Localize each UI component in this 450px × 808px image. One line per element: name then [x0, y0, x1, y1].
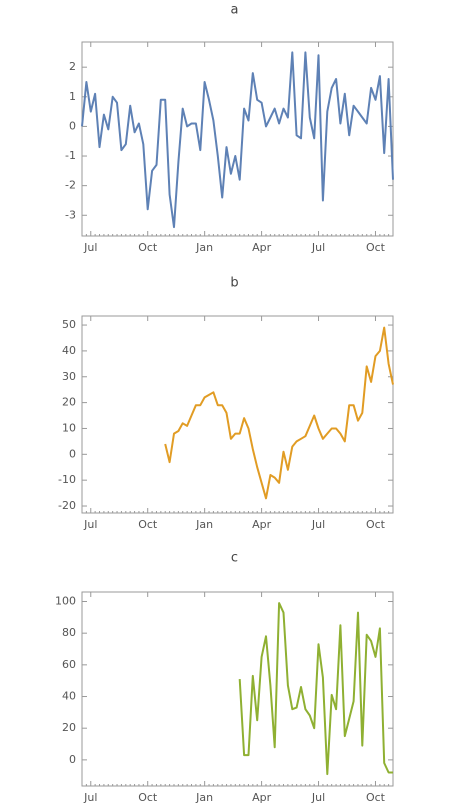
x-tick-label: Oct — [366, 518, 386, 531]
x-tick-label: Jan — [195, 241, 213, 254]
x-tick-label: Jul — [83, 241, 97, 254]
chart-title: c — [231, 551, 238, 566]
x-tick-label: Apr — [252, 791, 272, 804]
y-tick-label: -10 — [58, 473, 76, 486]
y-tick-label: 0 — [69, 753, 76, 766]
chart-title: a — [231, 3, 239, 18]
y-tick-label: 0 — [69, 119, 76, 132]
y-tick-label: 40 — [62, 690, 76, 703]
x-tick-label: Jul — [83, 518, 97, 531]
plot-frame — [81, 315, 394, 514]
x-tick-label: Oct — [138, 791, 158, 804]
y-tick-label: -3 — [65, 208, 76, 221]
x-tick-label: Jul — [311, 241, 325, 254]
x-tick-label: Oct — [138, 241, 158, 254]
plot-frame — [81, 591, 394, 787]
x-tick-label: Apr — [252, 241, 272, 254]
y-tick-label: 30 — [62, 370, 76, 383]
y-tick-label: -2 — [65, 179, 76, 192]
chart-title: b — [230, 276, 238, 291]
x-tick-label: Jul — [311, 518, 325, 531]
x-tick-label: Oct — [366, 791, 386, 804]
x-tick-label: Jul — [83, 791, 97, 804]
y-tick-label: 0 — [69, 447, 76, 460]
data-line — [81, 51, 394, 229]
x-tick-label: Apr — [252, 518, 272, 531]
y-tick-label: 50 — [62, 318, 76, 331]
x-tick-label: Oct — [366, 241, 386, 254]
x-tick-label: Jan — [195, 791, 213, 804]
data-line — [238, 602, 393, 776]
x-tick-label: Jan — [195, 518, 213, 531]
y-tick-label: -1 — [65, 149, 76, 162]
y-tick-label: -20 — [58, 499, 76, 512]
y-tick-label: 1 — [69, 90, 76, 103]
data-line — [164, 326, 394, 500]
y-tick-label: 20 — [62, 721, 76, 734]
x-tick-label: Oct — [138, 518, 158, 531]
y-tick-label: 80 — [62, 626, 76, 639]
y-tick-label: 2 — [69, 60, 76, 73]
y-tick-label: 60 — [62, 658, 76, 671]
x-tick-label: Jul — [311, 791, 325, 804]
y-tick-label: 100 — [55, 595, 76, 608]
y-tick-label: 40 — [62, 344, 76, 357]
y-tick-label: 20 — [62, 396, 76, 409]
plot-frame — [81, 41, 394, 237]
y-tick-label: 10 — [62, 421, 76, 434]
